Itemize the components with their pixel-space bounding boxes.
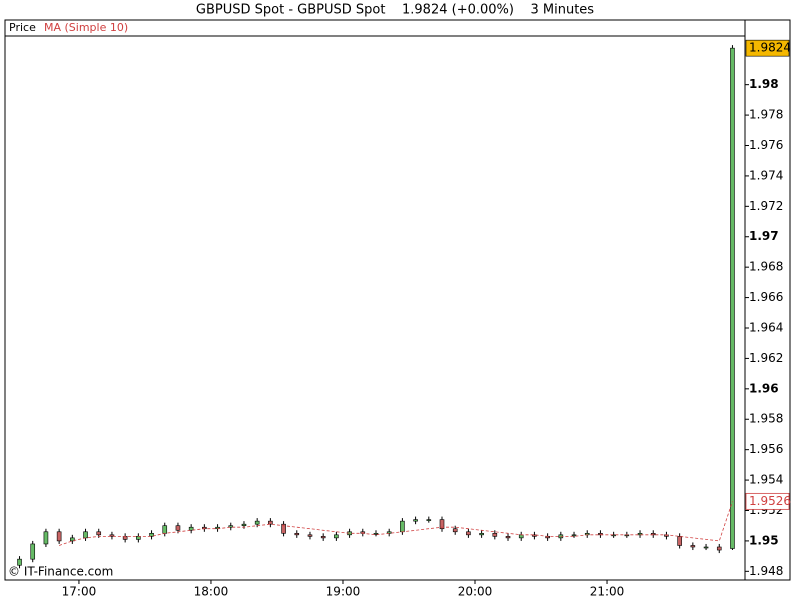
candle-body: [532, 534, 537, 537]
candle-body: [716, 546, 722, 551]
candle-body: [439, 519, 445, 530]
chart-title: GBPUSD Spot - GBPUSD Spot 1.9824 (+0.00%…: [196, 3, 594, 18]
y-tick-label: 1.956: [749, 442, 783, 456]
candle-body: [611, 534, 616, 537]
y-tick-label: 1.972: [749, 199, 783, 213]
candle-body: [413, 519, 418, 522]
legend-entry: MA (Simple 10): [44, 21, 128, 34]
candle-body: [452, 528, 458, 533]
candle-body: [703, 546, 709, 549]
candle-body: [730, 47, 735, 549]
candle-body: [188, 526, 194, 531]
candle-body: [70, 537, 75, 542]
last-price-label: 1.9824: [749, 41, 791, 55]
y-tick-label: 1.966: [749, 290, 783, 304]
y-tick-label: 1.98: [749, 77, 779, 91]
copyright: © IT-Finance.com: [8, 565, 113, 579]
candle-body: [83, 531, 88, 539]
candle-body: [466, 531, 471, 536]
last-price-box: [745, 39, 790, 57]
candle-body: [122, 536, 128, 540]
y-tick-label: 1.976: [749, 138, 783, 152]
candle-body: [334, 534, 339, 539]
x-tick-label: 19:00: [326, 585, 361, 599]
candle-body: [254, 520, 260, 525]
candle-body: [690, 545, 696, 548]
candle-body: [30, 543, 36, 560]
candle-body: [373, 533, 379, 535]
y-tick-label: 1.968: [749, 260, 783, 274]
candle-body: [109, 534, 115, 537]
candle-body: [56, 531, 62, 542]
y-tick-label: 1.97: [749, 229, 779, 243]
y-tick-label: 1.962: [749, 351, 783, 365]
candle-body: [518, 534, 524, 539]
candle-body: [571, 534, 577, 537]
candle-body: [149, 533, 154, 537]
x-tick-label: 21:00: [590, 585, 625, 599]
candle-body: [281, 523, 286, 534]
candle-body: [400, 520, 405, 533]
x-tick-label: 20:00: [458, 585, 493, 599]
y-tick-label: 1.974: [749, 168, 783, 182]
candle-body: [175, 525, 181, 531]
y-tick-label: 1.978: [749, 108, 783, 122]
candle-body: [17, 558, 22, 566]
x-tick-label: 17:00: [62, 585, 97, 599]
candle-body: [294, 533, 300, 536]
y-tick-label: 1.954: [749, 473, 783, 487]
legend-entry: Price: [9, 21, 36, 34]
axis-frame: [744, 19, 791, 581]
candle-body: [677, 536, 682, 546]
y-tick-label: 1.96: [749, 381, 779, 395]
candle-body: [426, 519, 432, 521]
candle-body: [637, 533, 643, 536]
candle-body: [479, 533, 484, 536]
candle-body: [492, 533, 498, 537]
candle-body: [307, 534, 313, 537]
candle-body: [162, 525, 168, 534]
candle-body: [241, 523, 247, 527]
x-tick-label: 18:00: [194, 585, 229, 599]
ma-value-label: 1.9526: [749, 494, 791, 508]
ma-value-box: [745, 492, 790, 510]
candle-body: [43, 531, 49, 545]
candle-body: [228, 525, 234, 528]
candle-body: [96, 531, 102, 536]
y-tick-label: 1.95: [749, 533, 779, 547]
y-tick-label: 1.964: [749, 320, 783, 334]
candle-body: [268, 520, 273, 525]
candle-body: [320, 536, 326, 539]
candle-body: [505, 536, 511, 539]
candle-body: [136, 536, 141, 540]
y-tick-label: 1.958: [749, 412, 783, 426]
y-tick-label: 1.948: [749, 564, 783, 578]
